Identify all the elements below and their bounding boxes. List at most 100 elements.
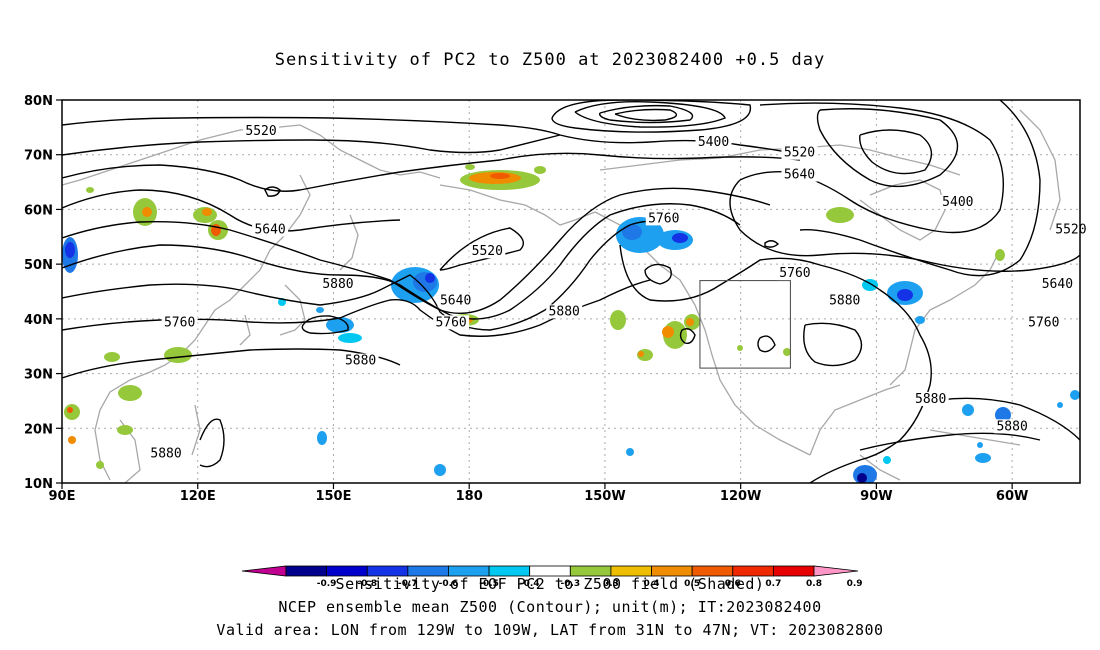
contour-label: 5400	[698, 135, 729, 150]
contour-line	[939, 397, 1080, 441]
contour-label: 5640	[254, 222, 285, 237]
shaded-region	[317, 431, 327, 445]
contour-label-bg	[433, 315, 470, 330]
contour-line	[439, 227, 524, 271]
shaded-region	[534, 166, 546, 174]
shaded-region	[1070, 390, 1080, 400]
x-tick-label: 90W	[860, 489, 892, 504]
contour-line	[62, 189, 401, 232]
x-tick-label: 150W	[584, 489, 625, 504]
contour-label: 5880	[996, 419, 1027, 434]
contour-line	[859, 129, 933, 175]
shaded-region	[118, 385, 142, 401]
shaded-region	[142, 207, 152, 217]
colorbar-tick-label: -0.4	[520, 579, 540, 589]
coastline-philippines	[191, 404, 201, 456]
colorbar-tick-label: -0.6	[439, 579, 459, 589]
contour-line	[301, 315, 349, 335]
footer-shading-caption: Sensitivity of EOF PC2 to Z500 field (Sh…	[335, 575, 765, 593]
contour-label: 5520	[1055, 222, 1086, 237]
shaded-region	[434, 464, 446, 476]
x-axis: 90E 120E 150E 180 150W 120W 90W 60W	[49, 483, 1028, 504]
contour-label-bg	[319, 277, 356, 292]
contour-label-bg	[1025, 315, 1062, 330]
shaded-region	[338, 333, 362, 343]
colorbar-tick-label: 0.8	[806, 579, 822, 589]
shaded-region	[977, 442, 983, 448]
colorbar-tick-label: 0.7	[765, 579, 781, 589]
colorbar: -0.9 -0.8 -0.7 -0.6 -0.5 -0.4 -0.3 0.3 0.4 0.5 0.6…	[241, 565, 863, 589]
coastline-hudson-bay	[859, 179, 946, 241]
shaded-region	[1057, 402, 1063, 408]
colorbar-tick-label: 0.5	[684, 579, 700, 589]
shaded-region	[316, 307, 324, 313]
contour-line	[757, 335, 776, 353]
colorbar-tick-label: -0.3	[560, 579, 580, 589]
shaded-region	[610, 310, 626, 330]
contour-line	[729, 179, 1080, 272]
shaded-region	[662, 326, 674, 338]
coastline-japan	[279, 284, 306, 336]
contour-line	[62, 134, 561, 156]
shaded-region	[897, 289, 913, 301]
contour-line	[644, 263, 672, 285]
shaded-region	[995, 249, 1005, 261]
shaded-region	[638, 351, 644, 357]
contour-label: 5640	[440, 293, 471, 308]
contour-label-bg	[994, 419, 1031, 434]
contour-line	[679, 328, 696, 345]
x-tick-label: 120W	[720, 489, 761, 504]
contour-label: 5640	[1042, 277, 1073, 292]
contour-label-bg	[695, 134, 732, 149]
contour-line	[619, 244, 932, 483]
y-tick-label: 10N	[24, 477, 53, 492]
colorbar-tick-label: -0.7	[398, 579, 418, 589]
contour-line	[803, 322, 863, 367]
x-tick-label: 150E	[315, 489, 351, 504]
shaded-region	[737, 345, 743, 351]
contour-label-bg	[469, 244, 506, 259]
contour-label-bg	[148, 446, 185, 461]
chart-title: Sensitivity of PC2 to Z500 at 2023082400…	[274, 50, 826, 70]
contour-label-bg	[912, 391, 949, 406]
shaded-region	[883, 456, 891, 464]
contour-label: 5880	[915, 392, 946, 407]
colorbar-tick-label: 0.6	[725, 579, 741, 589]
contour-label-bg	[776, 266, 813, 281]
contour-label-bg	[781, 145, 818, 160]
contour-label: 5520	[784, 146, 815, 161]
y-tick-label: 70N	[24, 149, 53, 164]
colorbar-tick-label: -0.9	[317, 579, 337, 589]
shaded-region	[104, 352, 120, 362]
shaded-region	[117, 425, 133, 435]
shaded-region	[826, 207, 854, 223]
contour-line	[859, 432, 1041, 451]
contour-line	[799, 100, 1041, 277]
y-tick-label: 50N	[24, 258, 53, 273]
shaded-region	[672, 233, 688, 243]
contour-line	[599, 104, 694, 124]
contour-line	[264, 186, 281, 197]
shaded-region	[626, 448, 634, 456]
contour-label: 5400	[942, 195, 973, 210]
contour-label-bg	[252, 222, 289, 237]
contour-label: 5520	[245, 124, 276, 139]
colorbar-max-arrow	[813, 565, 859, 577]
shaded-region	[86, 187, 94, 193]
y-tick-label: 30N	[24, 368, 53, 383]
sensitivity-shading	[62, 164, 1080, 483]
shaded-region	[962, 404, 974, 416]
coastline-central-america	[859, 454, 901, 481]
plot-area	[62, 100, 1080, 483]
coastline-east-asia	[94, 174, 311, 481]
contour-label: 5880	[345, 354, 376, 369]
shaded-region	[783, 348, 791, 356]
contour-label-bg	[243, 123, 280, 138]
contour-label-bg	[342, 353, 379, 368]
contour-label: 5520	[472, 244, 503, 259]
plot-frame	[61, 99, 1081, 484]
contour-line	[62, 220, 661, 331]
footer-contour-caption: NCEP ensemble mean Z500 (Contour); unit(…	[278, 598, 822, 616]
shaded-region	[686, 318, 694, 326]
